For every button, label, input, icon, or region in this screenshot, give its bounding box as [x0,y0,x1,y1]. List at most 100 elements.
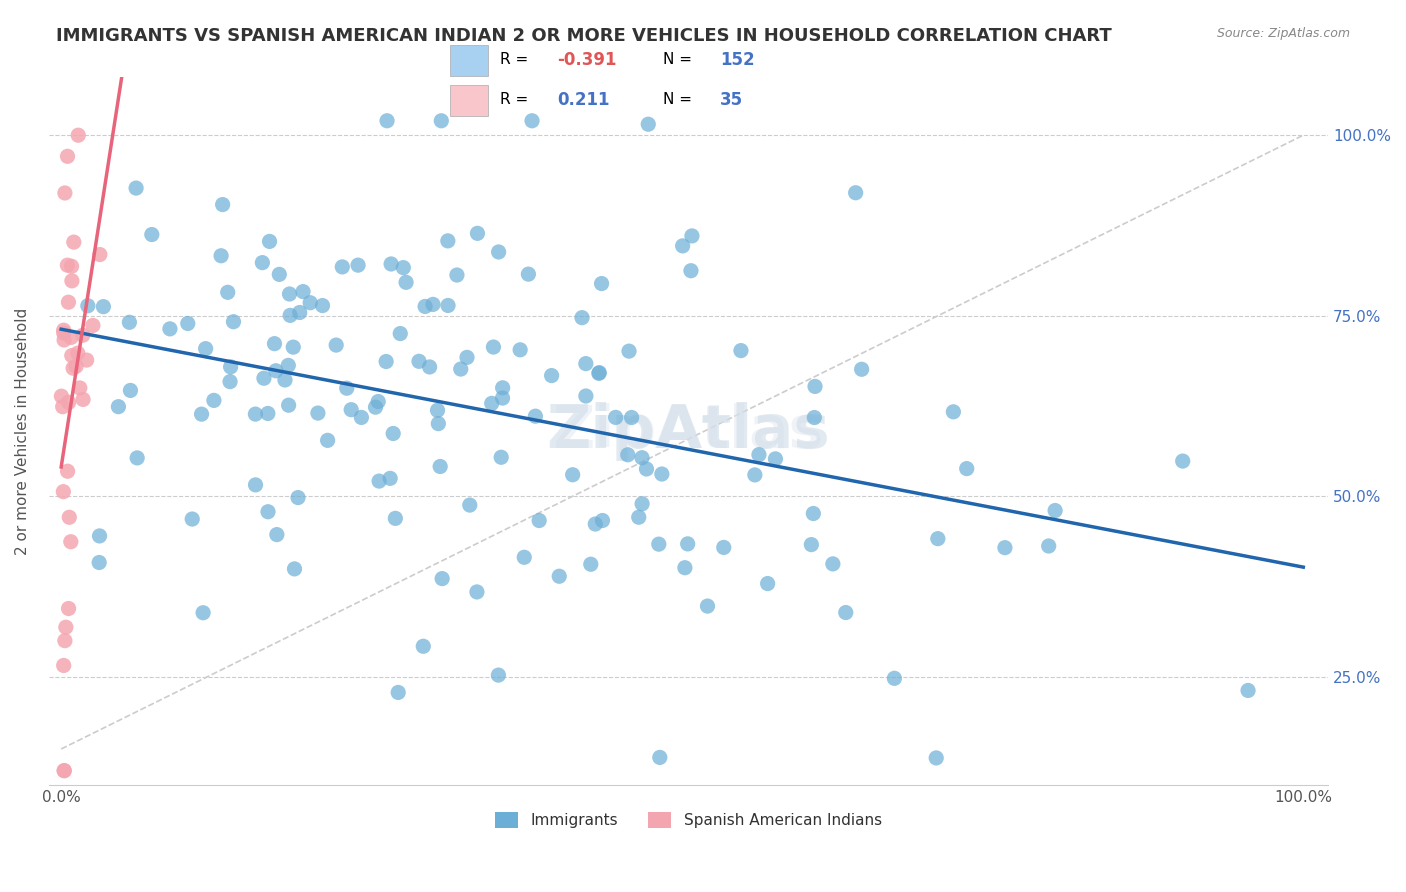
Point [1038,539,1060,553]
Point [53,764,76,778]
Point [277,398,299,412]
Point [591,277,613,291]
Point [76,299,98,313]
Point [58,601,80,615]
Point [266,527,288,541]
Text: 35: 35 [720,91,744,109]
Point [389,326,412,341]
Point [382,426,405,441]
Point [571,310,593,325]
Point [219,359,242,374]
Point [616,448,638,462]
Point [177,317,200,331]
Point [481,396,503,410]
Point [274,373,297,387]
Point [67,128,90,143]
Point [804,379,827,393]
Text: ZipAtlas: ZipAtlas [553,403,824,459]
Point [524,409,547,424]
Point [631,497,654,511]
Point [368,474,391,488]
Point [211,197,233,211]
Point [307,406,329,420]
Point [437,234,460,248]
Point [392,260,415,275]
Point [52,326,75,341]
Point [482,340,505,354]
Point [65,359,87,374]
Point [56,149,79,163]
Point [835,606,858,620]
Point [209,249,232,263]
Point [927,532,949,546]
Point [730,343,752,358]
Point [264,364,287,378]
Point [419,359,441,374]
Point [636,462,658,476]
Y-axis label: 2 or more Vehicles in Household: 2 or more Vehicles in Household [15,308,30,555]
Point [375,354,398,368]
Point [696,599,718,613]
Point [60,349,83,363]
Point [191,606,214,620]
Point [375,113,398,128]
Point [89,247,111,261]
Point [673,560,696,574]
Point [56,258,79,272]
Point [492,381,515,395]
Point [748,448,770,462]
Point [465,585,488,599]
Point [52,323,75,337]
Point [637,117,659,131]
Text: Source: ZipAtlas.com: Source: ZipAtlas.com [1216,27,1350,40]
Point [252,255,274,269]
Point [56,464,79,478]
Text: -0.391: -0.391 [557,51,616,69]
Point [194,342,217,356]
Point [367,394,389,409]
Text: R =: R = [501,93,533,107]
Point [222,315,245,329]
Point [395,276,418,290]
Point [803,410,825,425]
Point [278,309,301,323]
Point [72,392,94,407]
Point [72,328,94,343]
Point [467,227,489,241]
Point [277,359,299,373]
Point [299,295,322,310]
Point [509,343,531,357]
Point [66,346,89,360]
Point [120,384,142,398]
Point [259,235,281,249]
Point [53,764,76,778]
Point [316,434,339,448]
Point [52,400,75,414]
Text: R =: R = [501,53,533,67]
Point [540,368,562,383]
Point [756,576,779,591]
Point [620,410,643,425]
Point [486,668,509,682]
Point [427,417,450,431]
Point [527,514,550,528]
Legend: Immigrants, Spanish American Indians: Immigrants, Spanish American Indians [489,805,887,834]
Point [446,268,468,282]
Point [278,287,301,301]
Point [52,484,75,499]
Point [387,685,409,699]
Point [679,263,702,277]
Point [575,357,598,371]
Point [257,505,280,519]
Point [1043,503,1066,517]
Point [631,450,654,465]
Point [648,750,671,764]
Point [384,511,406,525]
Point [491,391,513,405]
Point [489,450,512,465]
Point [269,268,291,282]
Point [89,529,111,543]
Point [458,498,481,512]
Point [60,260,83,274]
Point [52,658,75,673]
